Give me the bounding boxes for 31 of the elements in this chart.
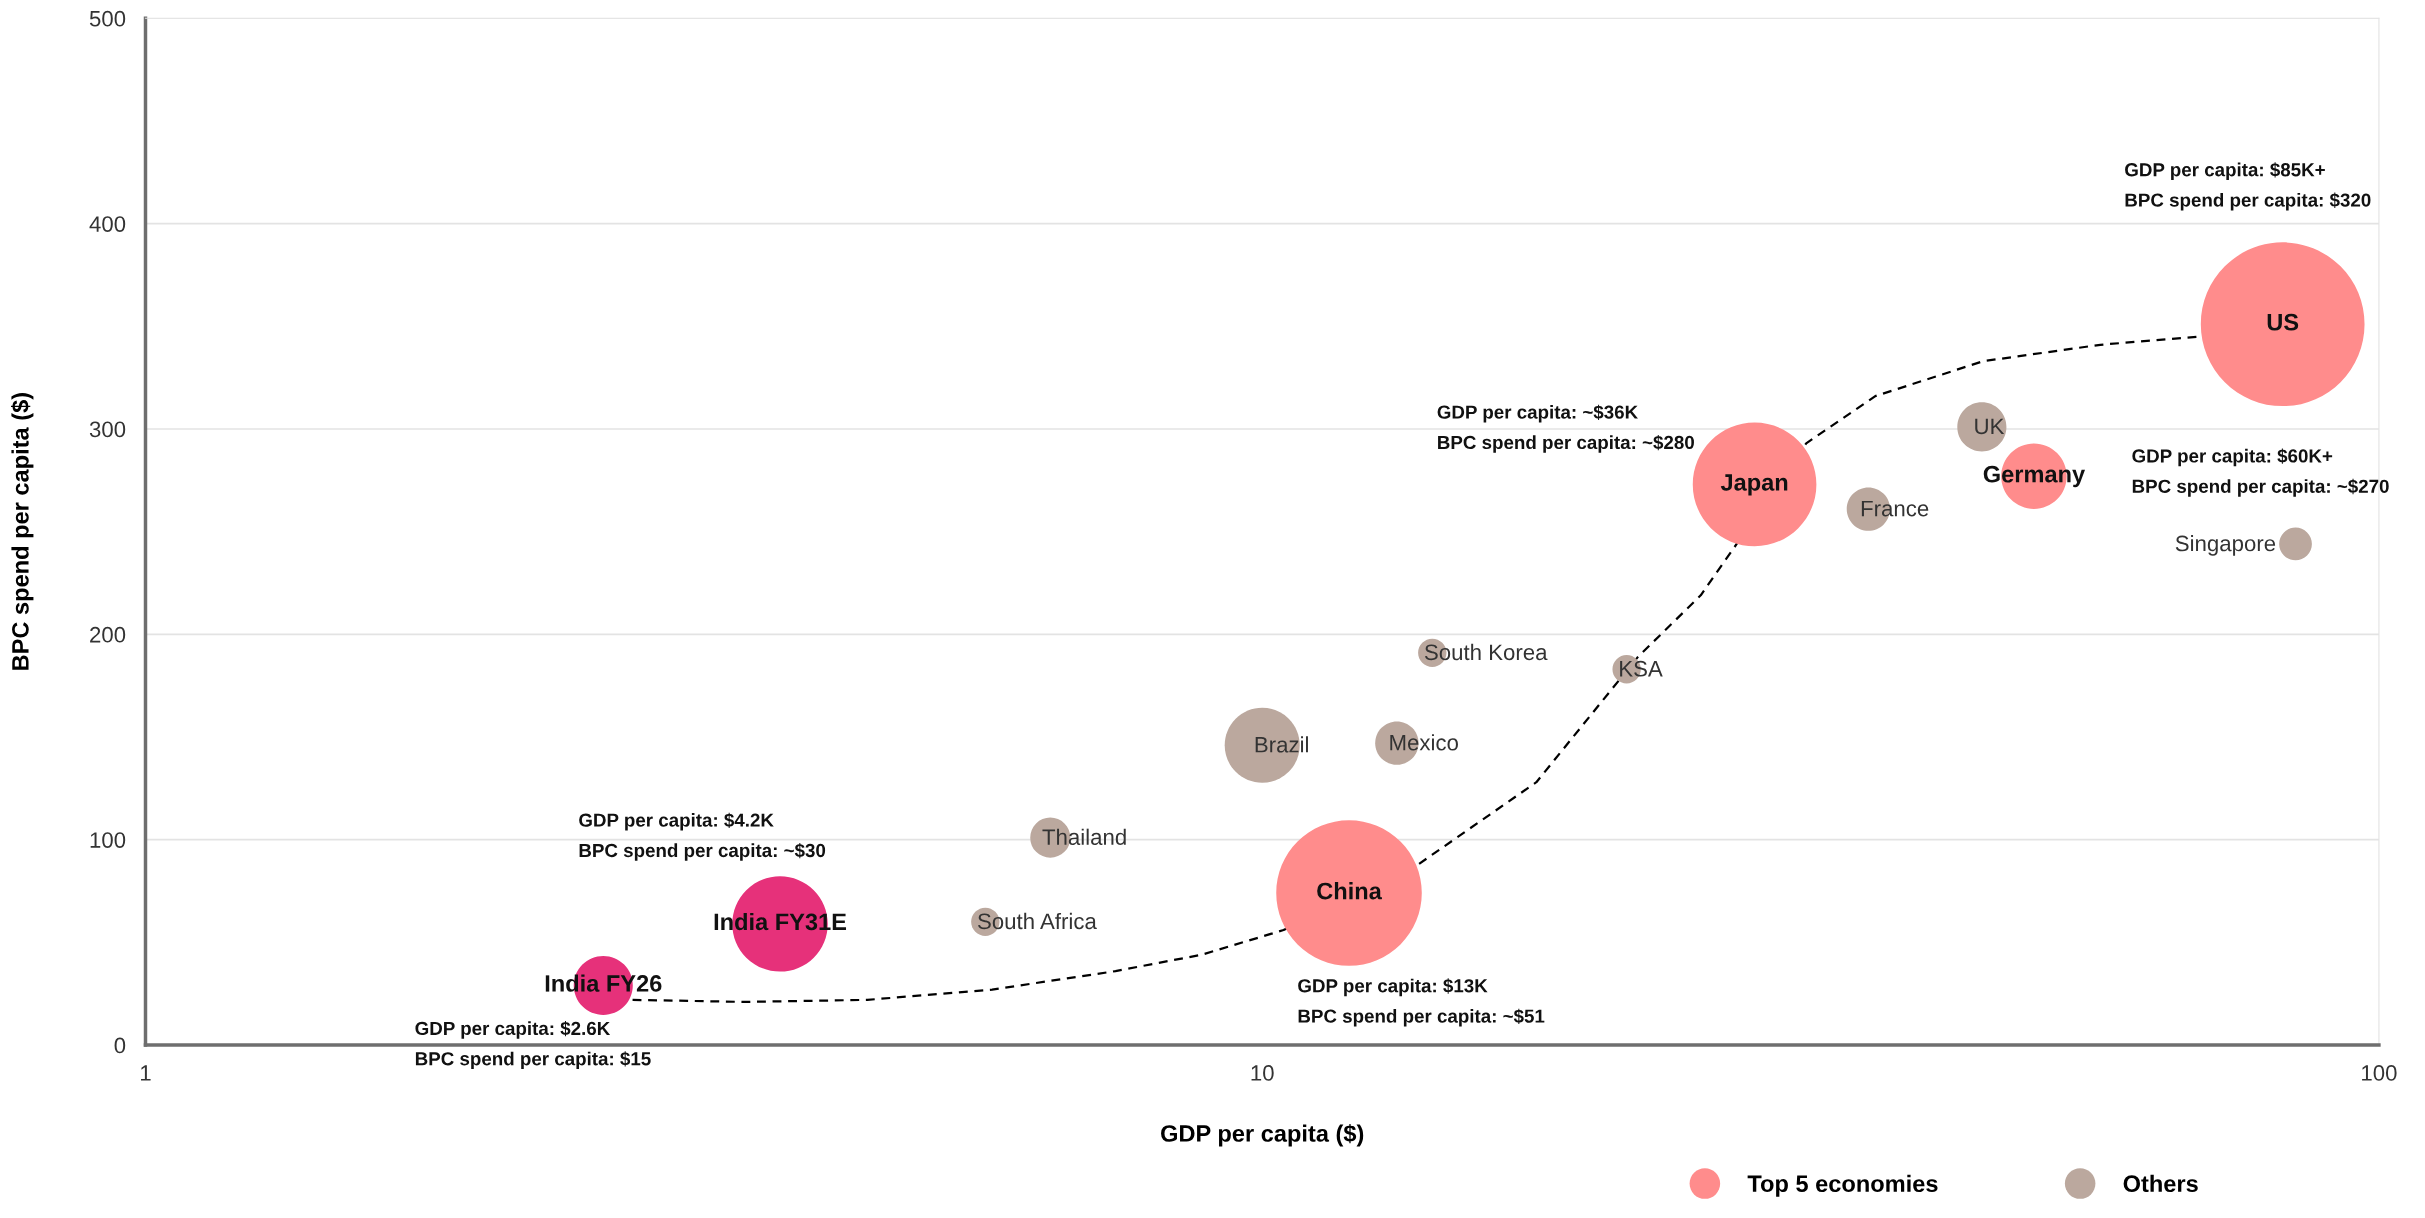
legend-label: Others xyxy=(2123,1174,2198,1193)
legend-label: Top 5 economies xyxy=(1747,1174,1938,1197)
annotation: UK xyxy=(1975,418,2005,435)
annotation: GDP per capita: $4.2K BPC spend per capita: ~$30 xyxy=(579,812,826,861)
y-tick-label: 0 xyxy=(114,1037,126,1054)
x-tick-label: 10 xyxy=(1251,1065,1274,1081)
y-axis-title: BPC spend per capita ($) xyxy=(11,393,34,670)
x-axis-title: GDP per capita ($) xyxy=(1161,1124,1364,1147)
y-tick-label: 200 xyxy=(90,626,126,643)
annotation: KSA xyxy=(1620,660,1663,677)
annotation: Singapore xyxy=(2175,535,2276,556)
x-tick-label: 100 xyxy=(2362,1065,2397,1081)
annotation: Germany xyxy=(1983,465,2086,488)
y-tick-label: 400 xyxy=(89,216,126,232)
annotation: Japan xyxy=(1720,474,1788,496)
annotation: GDP per capita: ~$36K BPC spend per capita: ~$280 xyxy=(1437,404,1694,453)
annotation: South Korea xyxy=(1424,643,1548,661)
annotation: GDP per capita: $13K BPC spend per capita: ~$51 xyxy=(1298,978,1545,1027)
annotation: France xyxy=(1861,500,1929,517)
y-tick-label: 300 xyxy=(89,421,126,438)
x-tick-label: 1 xyxy=(141,1065,151,1081)
annotation: Mexico xyxy=(1390,734,1458,751)
y-tick-label: 500 xyxy=(89,10,126,27)
annotation: South Africa xyxy=(978,912,1097,930)
y-tick-label: 100 xyxy=(90,832,126,848)
annotation: GDP per capita: $85K+ BPC spend per capita: $320 xyxy=(2125,162,2371,211)
annotation: China xyxy=(1317,882,1382,900)
annotation: US xyxy=(2267,313,2299,331)
annotation: Thailand xyxy=(1042,828,1126,845)
annotation: GDP per capita: $60K+ BPC spend per capita: ~$270 xyxy=(2132,448,2389,497)
annotation: GDP per capita: $2.6K BPC spend per capita: $15 xyxy=(415,1020,651,1070)
